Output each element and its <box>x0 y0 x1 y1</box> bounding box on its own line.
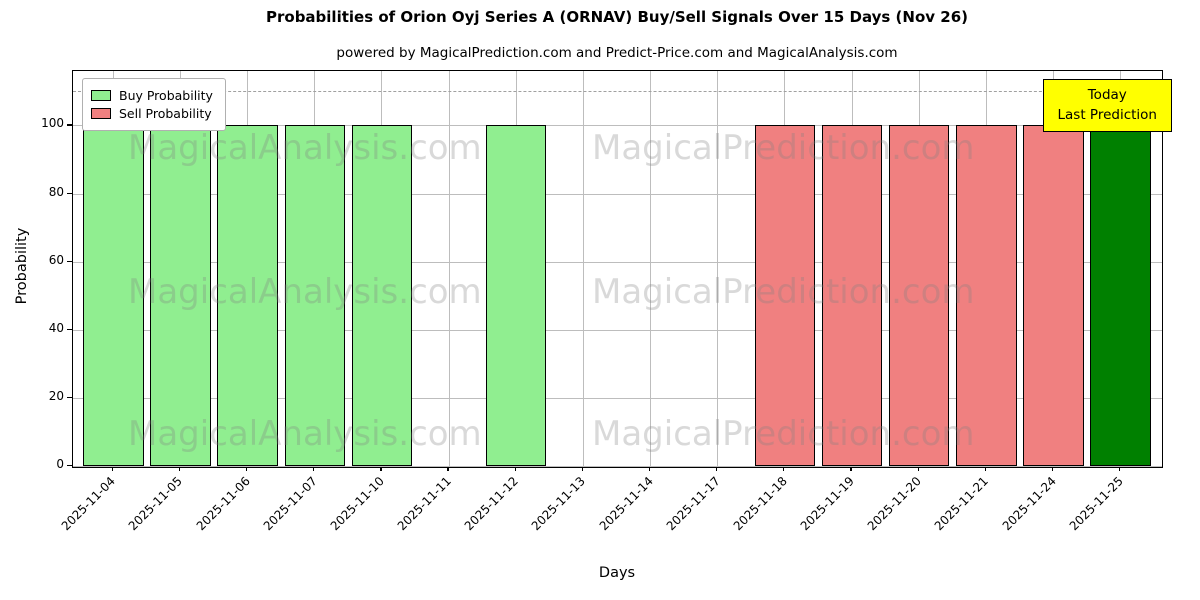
y-tick-mark <box>67 192 72 194</box>
threshold-dashed-line <box>73 91 1162 93</box>
x-axis-label: Days <box>598 565 636 581</box>
bar-sell-2025-11-18 <box>754 125 816 466</box>
x-tick-mark <box>783 466 785 471</box>
bar-buy-2025-11-04 <box>83 125 144 466</box>
x-tick-mark <box>850 466 852 471</box>
x-tick-mark <box>917 466 919 471</box>
y-tick-mark <box>67 260 72 262</box>
x-tick-label: 2025-11-07 <box>260 474 320 534</box>
x-tick-mark <box>380 466 382 471</box>
today-annotation: Today Last Prediction <box>1042 79 1172 132</box>
chart-subtitle: powered by MagicalPrediction.com and Pre… <box>336 45 898 61</box>
y-tick-mark <box>67 328 72 330</box>
y-tick-label: 60 <box>48 252 64 267</box>
annotation-line2: Last Prediction <box>1057 107 1157 124</box>
sell-swatch <box>91 108 111 119</box>
x-tick-label: 2025-11-05 <box>126 474 186 534</box>
y-tick-mark <box>67 465 72 467</box>
grid-line-horizontal <box>73 125 1162 127</box>
annotation-line1: Today <box>1087 87 1127 103</box>
grid-line-vertical <box>650 71 652 467</box>
x-tick-mark <box>1119 466 1121 471</box>
x-tick-label: 2025-11-25 <box>1066 474 1126 534</box>
x-tick-mark <box>313 466 315 471</box>
y-tick-mark <box>67 396 72 399</box>
x-tick-label: 2025-11-10 <box>327 474 387 534</box>
plot-area <box>72 70 1163 468</box>
bar-buy-2025-11-12 <box>486 125 547 466</box>
y-tick-label: 40 <box>48 320 64 335</box>
x-tick-mark <box>178 466 181 471</box>
y-tick-label: 20 <box>48 388 64 403</box>
x-tick-mark <box>111 466 113 471</box>
grid-line-horizontal <box>73 261 1162 263</box>
grid-line-horizontal <box>73 193 1162 195</box>
y-tick-label: 80 <box>48 184 64 199</box>
y-tick-label: 100 <box>41 116 64 131</box>
x-tick-mark <box>246 466 248 471</box>
grid-line-horizontal <box>73 329 1162 331</box>
x-tick-label: 2025-11-21 <box>932 474 992 534</box>
x-tick-label: 2025-11-11 <box>394 474 454 534</box>
x-tick-mark <box>447 466 449 471</box>
bar-buy-2025-11-10 <box>351 125 413 466</box>
bar-buy-2025-11-07 <box>284 125 345 466</box>
x-tick-label: 2025-11-06 <box>193 474 253 534</box>
bar-sell-2025-11-24 <box>1023 125 1084 466</box>
bar-sell-2025-11-20 <box>889 125 950 466</box>
y-tick-mark <box>67 124 72 126</box>
x-tick-label: 2025-11-20 <box>864 474 925 534</box>
x-tick-mark <box>581 466 583 471</box>
grid-line-vertical <box>448 71 450 467</box>
bar-sell-2025-11-19 <box>821 125 883 466</box>
bar-today-2025-11-25 <box>1090 125 1151 466</box>
x-tick-label: 2025-11-18 <box>730 474 790 534</box>
buy-swatch <box>91 90 111 101</box>
x-tick-label: 2025-11-04 <box>58 474 119 534</box>
x-tick-label: 2025-11-19 <box>797 474 857 534</box>
bar-buy-2025-11-05 <box>150 125 211 466</box>
x-tick-mark <box>514 466 516 471</box>
x-tick-mark <box>648 466 651 471</box>
legend-entry-sell: Sell Probability <box>91 106 213 121</box>
legend: Buy Probability Sell Probability <box>82 78 226 131</box>
chart-title: Probabilities of Orion Oyj Series A (ORN… <box>266 8 968 26</box>
x-tick-label: 2025-11-24 <box>999 474 1059 534</box>
y-tick-label: 0 <box>56 457 64 471</box>
grid-line-vertical <box>582 71 584 467</box>
legend-entry-buy: Buy Probability <box>91 88 213 103</box>
x-tick-mark <box>984 466 986 471</box>
x-tick-mark <box>716 466 718 471</box>
x-tick-label: 2025-11-12 <box>461 474 522 534</box>
bar-buy-2025-11-06 <box>217 125 278 466</box>
grid-line-horizontal <box>73 466 1162 467</box>
grid-line-horizontal <box>73 397 1162 399</box>
grid-line-vertical <box>717 71 719 467</box>
bar-sell-2025-11-21 <box>956 125 1017 466</box>
legend-buy-label: Buy Probability <box>119 88 213 103</box>
x-tick-mark <box>1051 466 1054 471</box>
legend-sell-label: Sell Probability <box>119 106 212 121</box>
